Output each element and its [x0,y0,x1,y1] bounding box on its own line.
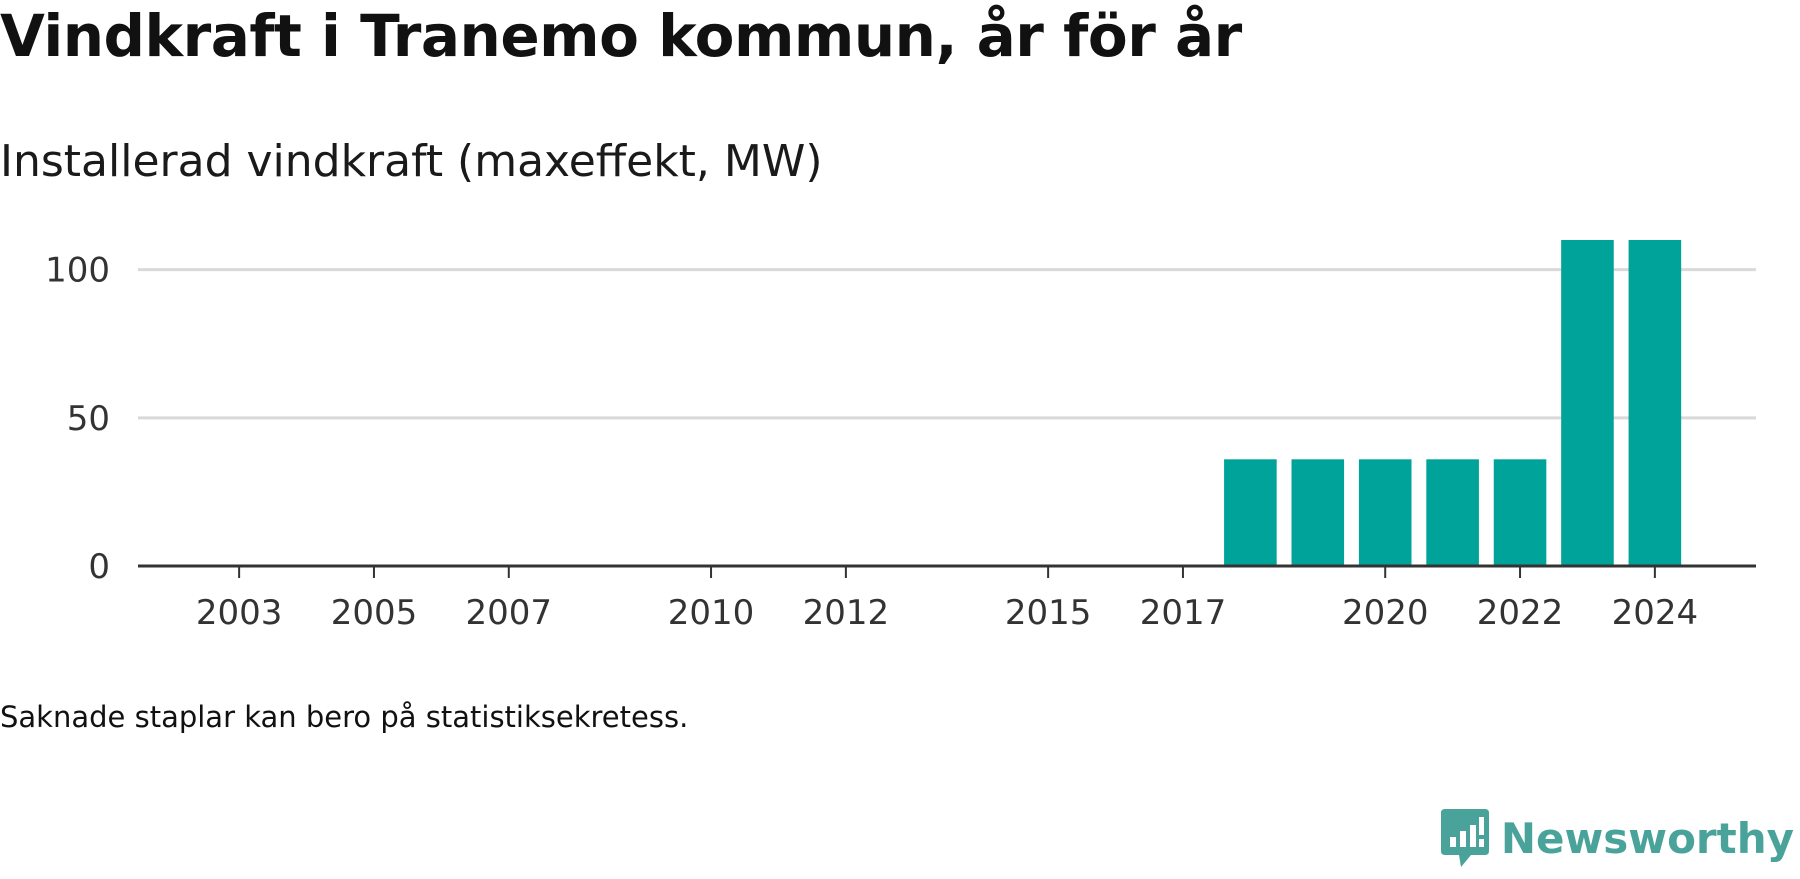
x-tick-label: 2007 [466,593,553,633]
x-tick-label: 2010 [668,593,755,633]
y-tick-label: 100 [45,251,110,291]
x-tick-label: 2024 [1612,593,1699,633]
brand-name: Newsworthy [1500,813,1794,863]
bar-2019 [1291,459,1345,566]
newsworthy-logo-icon [1440,809,1489,867]
x-tick-label: 2022 [1477,593,1564,633]
x-tick-label: 2005 [331,593,418,633]
x-tick-label: 2015 [1005,593,1092,633]
y-tick-label: 0 [88,547,110,587]
bar-2022 [1493,459,1547,566]
bar-2020 [1358,459,1412,566]
x-tick-label: 2020 [1342,593,1429,633]
y-tick-label: 50 [67,399,110,439]
bar-2024 [1628,240,1682,566]
x-tick-label: 2003 [196,593,283,633]
bar-2018 [1224,459,1277,566]
chart-subtitle: Installerad vindkraft (maxeffekt, MW) [0,136,823,187]
bar-2021 [1426,459,1479,566]
footnote: Saknade staplar kan bero på statistiksek… [0,700,689,734]
bar-2023 [1561,240,1614,566]
brand-logo: Newsworthy [1439,807,1794,869]
x-tick-label: 2012 [803,593,890,633]
x-tick-label: 2017 [1140,593,1227,633]
chart-title: Vindkraft i Tranemo kommun, år för år [0,2,1242,70]
